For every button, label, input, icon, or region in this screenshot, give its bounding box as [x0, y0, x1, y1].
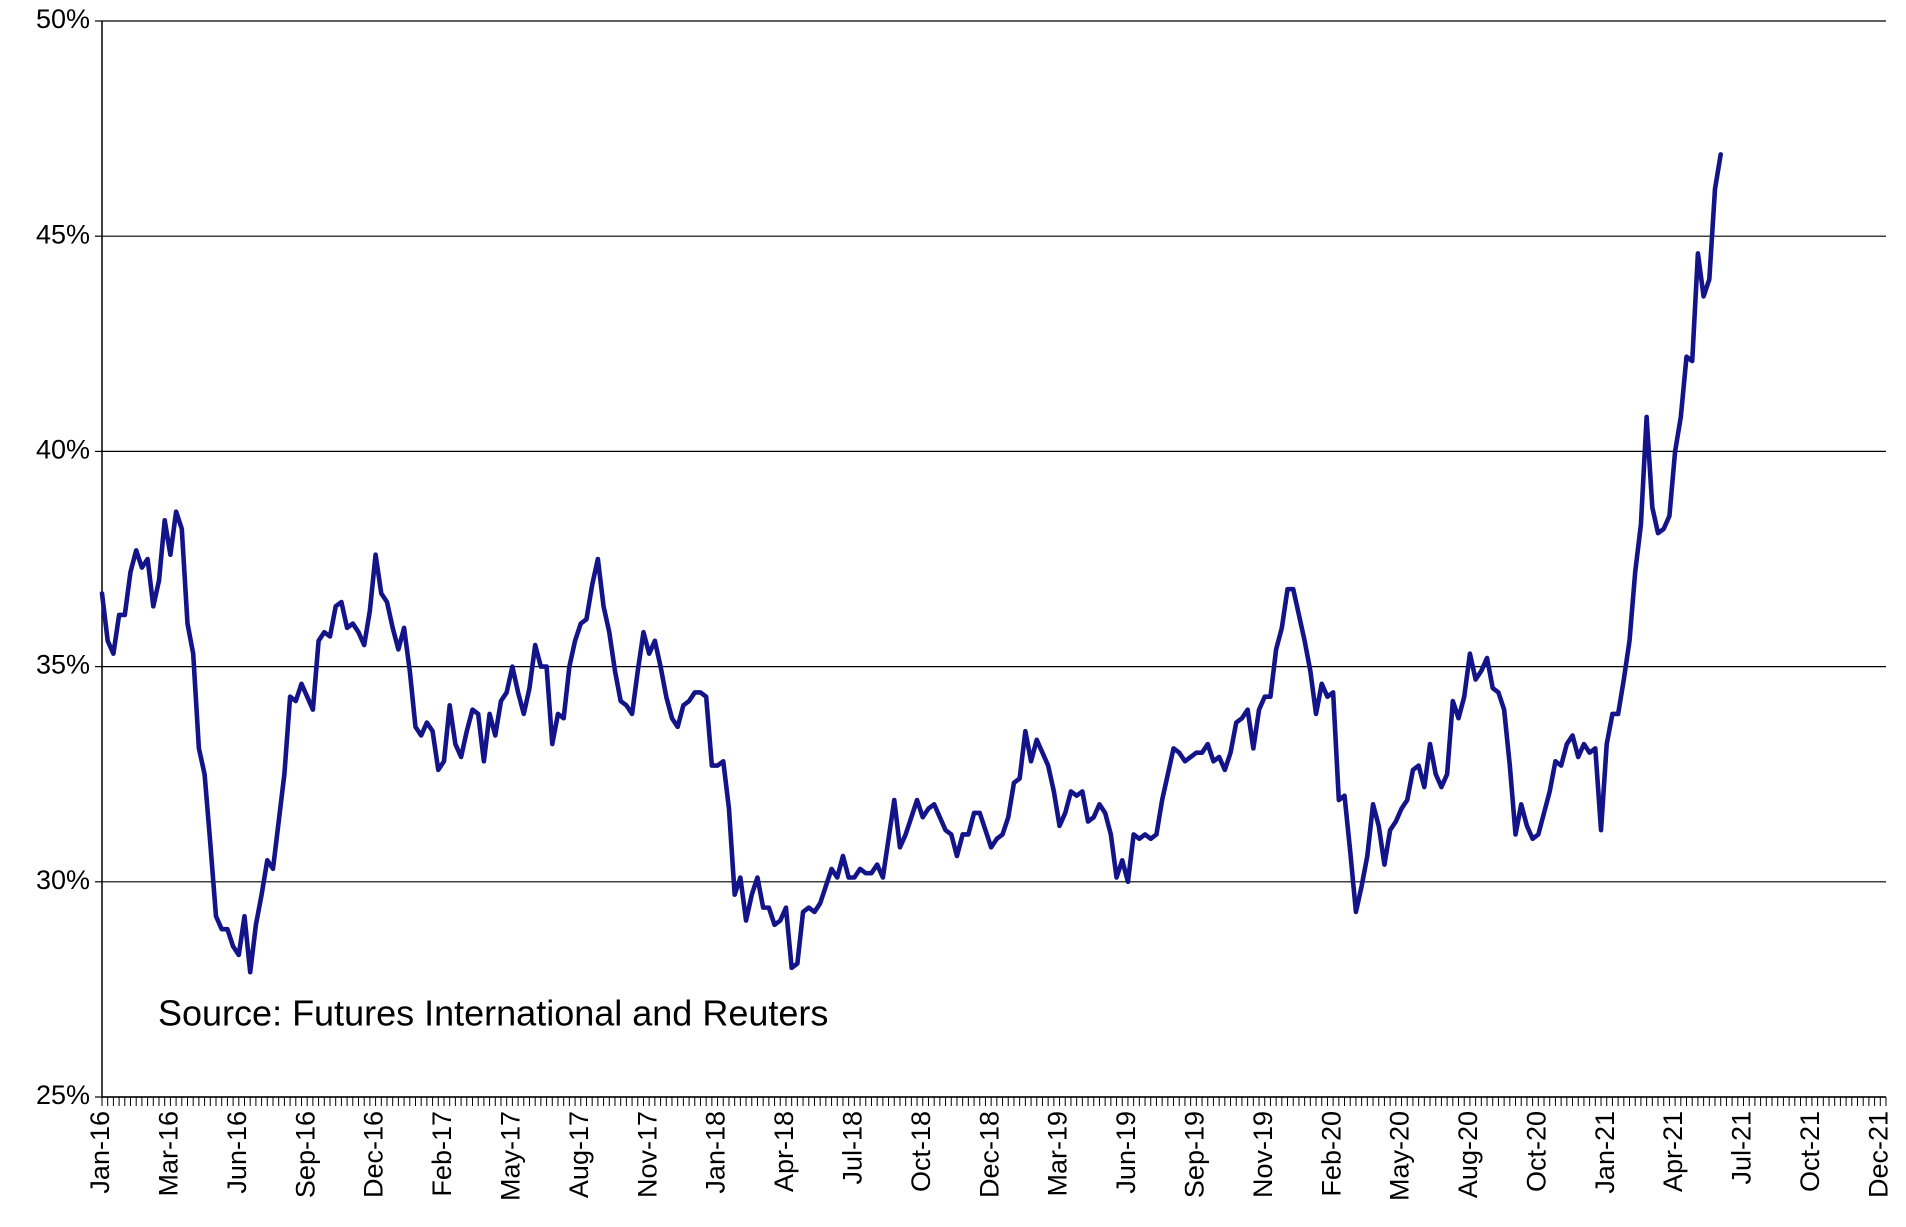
- y-tick-label: 35%: [36, 650, 90, 680]
- x-tick-label: Mar-16: [154, 1111, 184, 1197]
- x-tick-label: Feb-20: [1316, 1111, 1346, 1197]
- x-tick-label: May-20: [1385, 1111, 1415, 1201]
- x-tick-label: Jan-18: [701, 1111, 731, 1194]
- y-tick-label: 40%: [36, 435, 90, 465]
- x-tick-label: Apr-21: [1658, 1111, 1688, 1192]
- x-tick-label: Sep-19: [1179, 1111, 1209, 1198]
- x-tick-label: Jul-18: [837, 1111, 867, 1185]
- x-tick-label: Dec-18: [974, 1111, 1004, 1198]
- x-tick-label: Dec-21: [1863, 1111, 1893, 1198]
- data-line: [99, 152, 1724, 975]
- x-tick-label: Jan-16: [85, 1111, 115, 1194]
- x-tick-label: Apr-18: [769, 1111, 799, 1192]
- x-tick-label: Oct-20: [1521, 1111, 1551, 1192]
- y-tick-label: 25%: [36, 1080, 90, 1110]
- x-tick-label: Jan-21: [1590, 1111, 1620, 1194]
- y-tick-label: 45%: [36, 219, 90, 249]
- x-tick-label: Aug-17: [564, 1111, 594, 1198]
- x-tick-label: Nov-17: [632, 1111, 662, 1198]
- x-tick-label: Aug-20: [1453, 1111, 1483, 1198]
- x-tick-label: Dec-16: [359, 1111, 389, 1198]
- y-tick-label: 50%: [36, 4, 90, 34]
- x-tick-label: Feb-17: [427, 1111, 457, 1197]
- x-tick-label: Oct-21: [1795, 1111, 1825, 1192]
- x-tick-label: Nov-19: [1248, 1111, 1278, 1198]
- x-tick-label: Jun-16: [222, 1111, 252, 1194]
- x-tick-label: Oct-18: [906, 1111, 936, 1192]
- x-tick-label: May-17: [496, 1111, 526, 1201]
- x-tick-label: Mar-19: [1043, 1111, 1073, 1197]
- y-tick-label: 30%: [36, 865, 90, 895]
- x-tick-label: Sep-16: [290, 1111, 320, 1198]
- x-tick-label: Jun-19: [1111, 1111, 1141, 1194]
- x-tick-label: Jul-21: [1727, 1111, 1757, 1185]
- annotation: Source: Futures International and Reuter…: [158, 993, 828, 1034]
